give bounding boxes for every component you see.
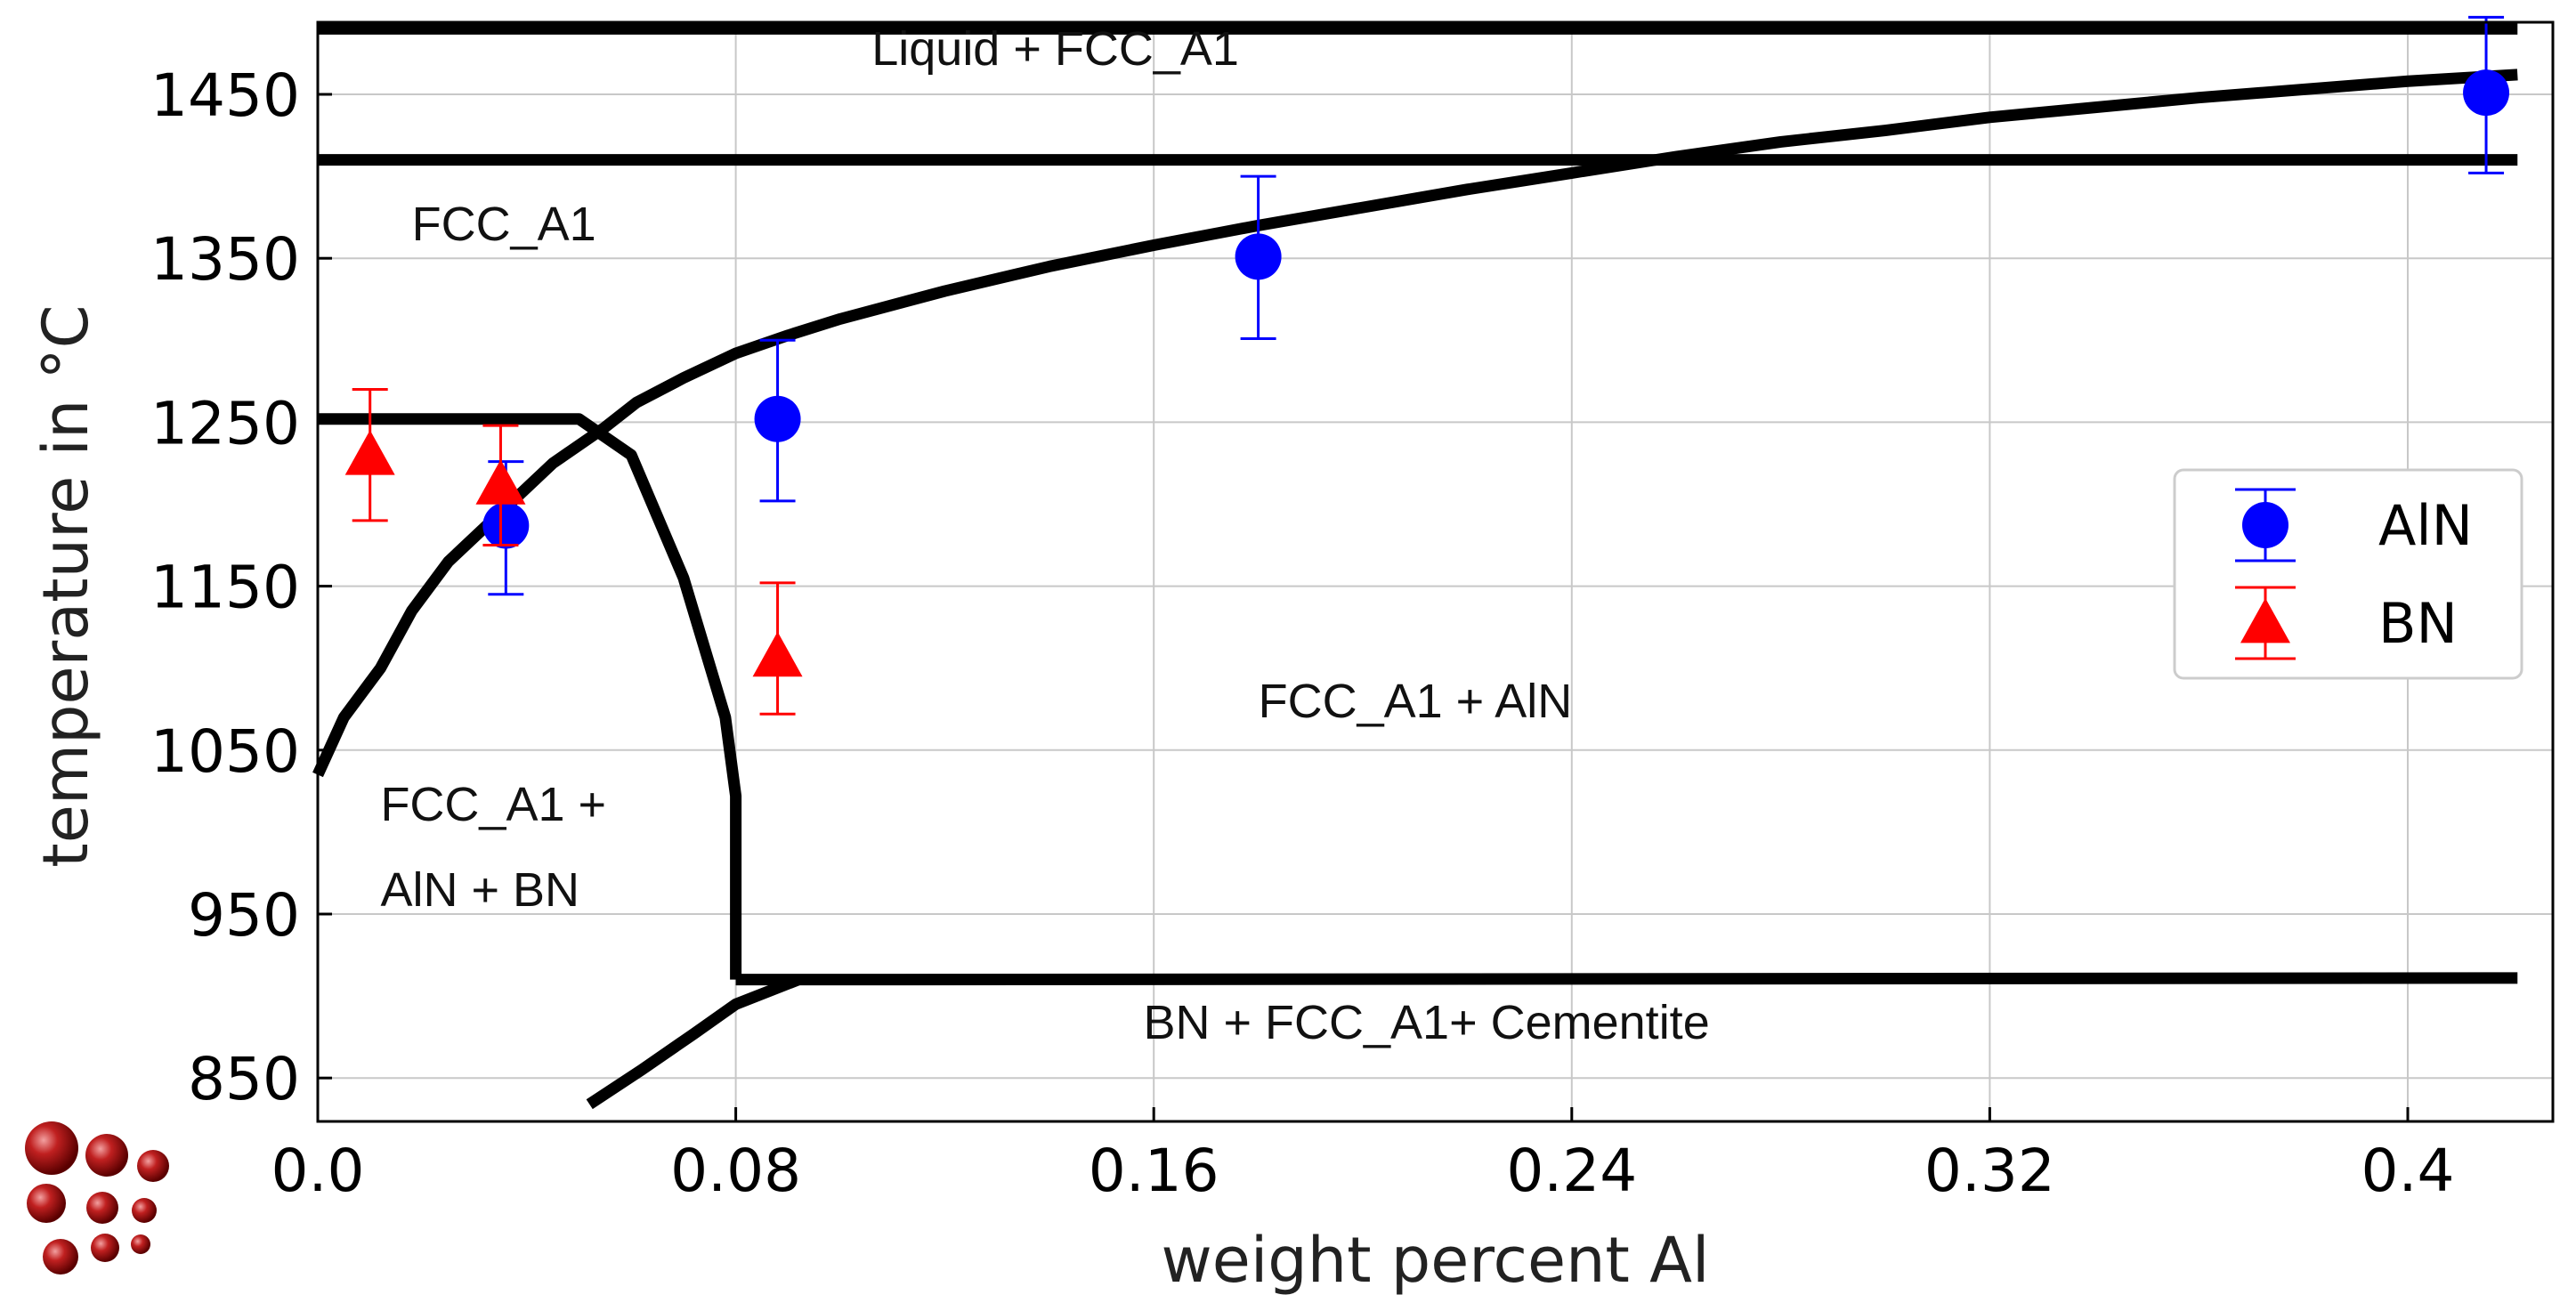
y-tick-label: 1250 — [150, 389, 300, 457]
x-tick-label: 0.08 — [670, 1137, 801, 1205]
x-axis-title: weight percent Al — [1162, 1224, 1710, 1297]
phase-boundaries — [312, 22, 2518, 1110]
x-tick-label: 0.4 — [2361, 1137, 2455, 1205]
legend-label-bn: BN — [2378, 591, 2458, 656]
data-points — [344, 15, 2510, 716]
plot-frame — [316, 20, 2555, 1123]
y-tick-label: 850 — [188, 1045, 300, 1113]
aln-data-point — [2463, 15, 2510, 174]
aln-marker — [1235, 233, 1282, 280]
lower-boundary — [586, 974, 801, 1110]
legend-marker-bn — [2240, 598, 2290, 643]
region-label: Liquid + FCC_A1 — [871, 22, 1239, 76]
aln-marker — [482, 502, 530, 549]
x-tick-label: 0.0 — [271, 1137, 365, 1205]
y-tick-label: 1350 — [150, 225, 300, 294]
legend: AlN BN — [2173, 468, 2523, 680]
legend-marker-aln — [2242, 502, 2288, 548]
aln-marker — [754, 395, 801, 442]
aln-marker — [2463, 69, 2510, 117]
region-label: AlN + BN — [380, 863, 579, 917]
molecule-logo — [25, 1121, 169, 1275]
y-axis-title: temperature in °C — [29, 305, 102, 868]
bn-solvus — [318, 413, 742, 980]
x-tick-label: 0.24 — [1506, 1137, 1637, 1205]
region-label: FCC_A1 + — [380, 778, 606, 831]
x-tick-label: 0.32 — [1924, 1137, 2055, 1205]
x-tick-label: 0.16 — [1089, 1137, 1219, 1205]
region-label: FCC_A1 + AlN — [1259, 675, 1573, 728]
y-tick-label: 1050 — [150, 717, 300, 786]
region-labels: Liquid + FCC_A1 FCC_A1 FCC_A1 + AlN FCC_A1 … — [380, 22, 1709, 1049]
cementite-line — [735, 972, 2518, 986]
y-tick-label: 1450 — [150, 61, 300, 130]
y-tick-label: 950 — [188, 881, 300, 950]
bn-data-point — [475, 424, 526, 547]
bn-marker — [475, 459, 526, 505]
bn-marker — [752, 631, 803, 677]
aln-data-point — [1235, 174, 1282, 340]
legend-label-aln: AlN — [2378, 493, 2473, 558]
bn-data-point — [344, 388, 395, 522]
bn-marker — [344, 430, 395, 475]
bn-data-point — [752, 581, 803, 716]
aln-data-point — [754, 338, 801, 503]
axis-ticks: 0.0 0.08 0.16 0.24 0.32 0.4 850 950 1050 1150 1250… — [150, 61, 2454, 1205]
region-label: BN + FCC_A1+ Cementite — [1143, 996, 1709, 1049]
y-tick-label: 1150 — [150, 554, 300, 622]
region-label: FCC_A1 — [412, 198, 596, 251]
